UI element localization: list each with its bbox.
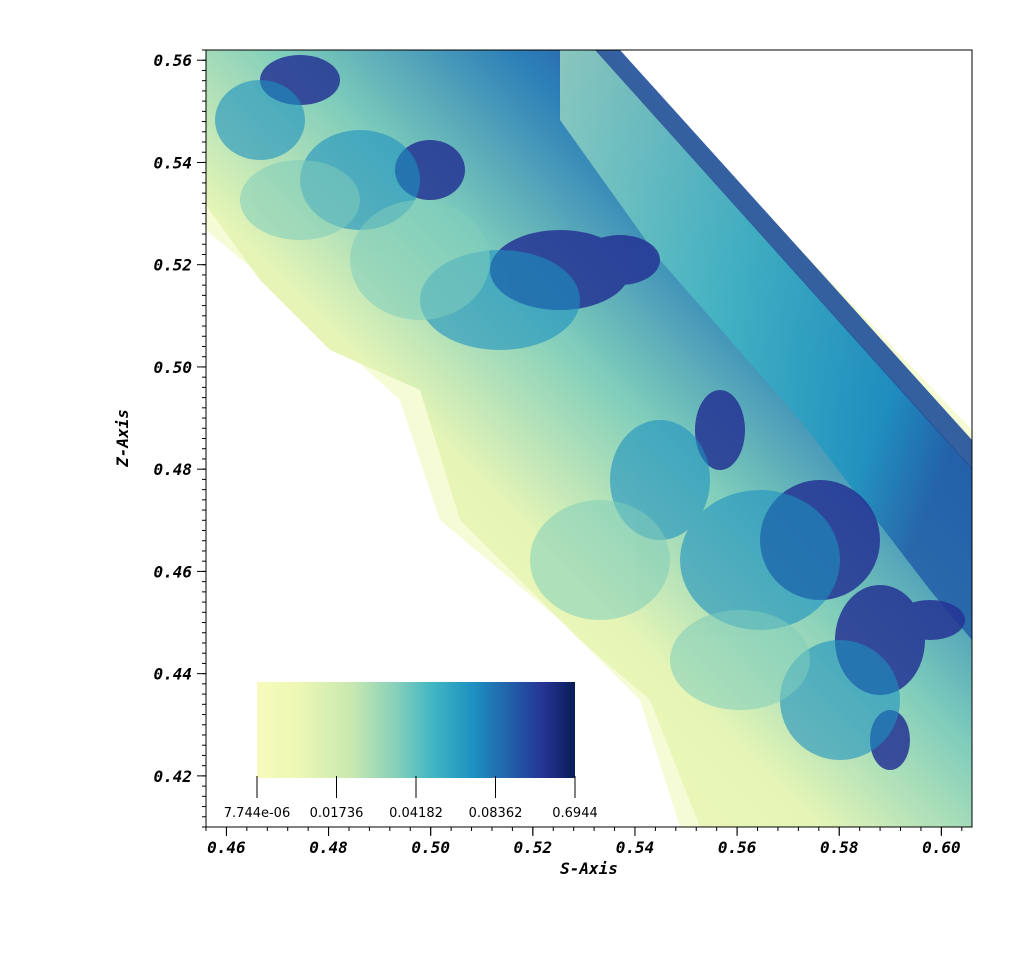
colorbar: 7.744e-06 0.01736 0.04182 0.08362 0.6944	[224, 682, 598, 821]
colorbar-gradient	[257, 682, 575, 778]
y-tick-label: 0.48	[153, 460, 192, 479]
x-tick-label: 0.46	[207, 838, 246, 857]
y-axis-title: Z-Axis	[113, 409, 132, 468]
y-tick-label: 0.54	[153, 153, 192, 172]
y-tick-label: 0.56	[153, 51, 192, 70]
colorbar-tick-label: 0.01736	[310, 806, 364, 821]
colorbar-tick-label: 0.04182	[389, 806, 443, 821]
x-tick-label: 0.54	[616, 838, 655, 857]
colorbar-tick-label: 7.744e-06	[224, 806, 290, 821]
colorbar-tick-label: 0.08362	[469, 806, 523, 821]
x-tick-label: 0.48	[309, 838, 348, 857]
x-axis-ticks: 0.46 0.48 0.50 0.52 0.54 0.56 0.58 0.60	[205, 827, 963, 857]
y-tick-label: 0.42	[153, 767, 192, 786]
x-tick-label: 0.52	[514, 838, 553, 857]
y-axis-ticks: 0.56 0.54 0.52 0.50 0.48 0.46 0.44 0.42	[153, 49, 206, 828]
x-tick-label: 0.50	[411, 838, 450, 857]
x-tick-label: 0.58	[820, 838, 859, 857]
x-tick-label: 0.60	[922, 838, 961, 857]
y-tick-label: 0.46	[153, 562, 192, 581]
colorbar-ticks: 7.744e-06 0.01736 0.04182 0.08362 0.6944	[224, 776, 598, 821]
colorbar-tick-label: 0.6944	[552, 806, 598, 821]
x-tick-label: 0.56	[718, 838, 757, 857]
x-axis-title: S-Axis	[560, 859, 618, 878]
y-tick-label: 0.50	[153, 358, 192, 377]
y-tick-label: 0.52	[153, 256, 192, 275]
y-tick-label: 0.44	[153, 665, 192, 684]
field-image	[206, 50, 972, 827]
